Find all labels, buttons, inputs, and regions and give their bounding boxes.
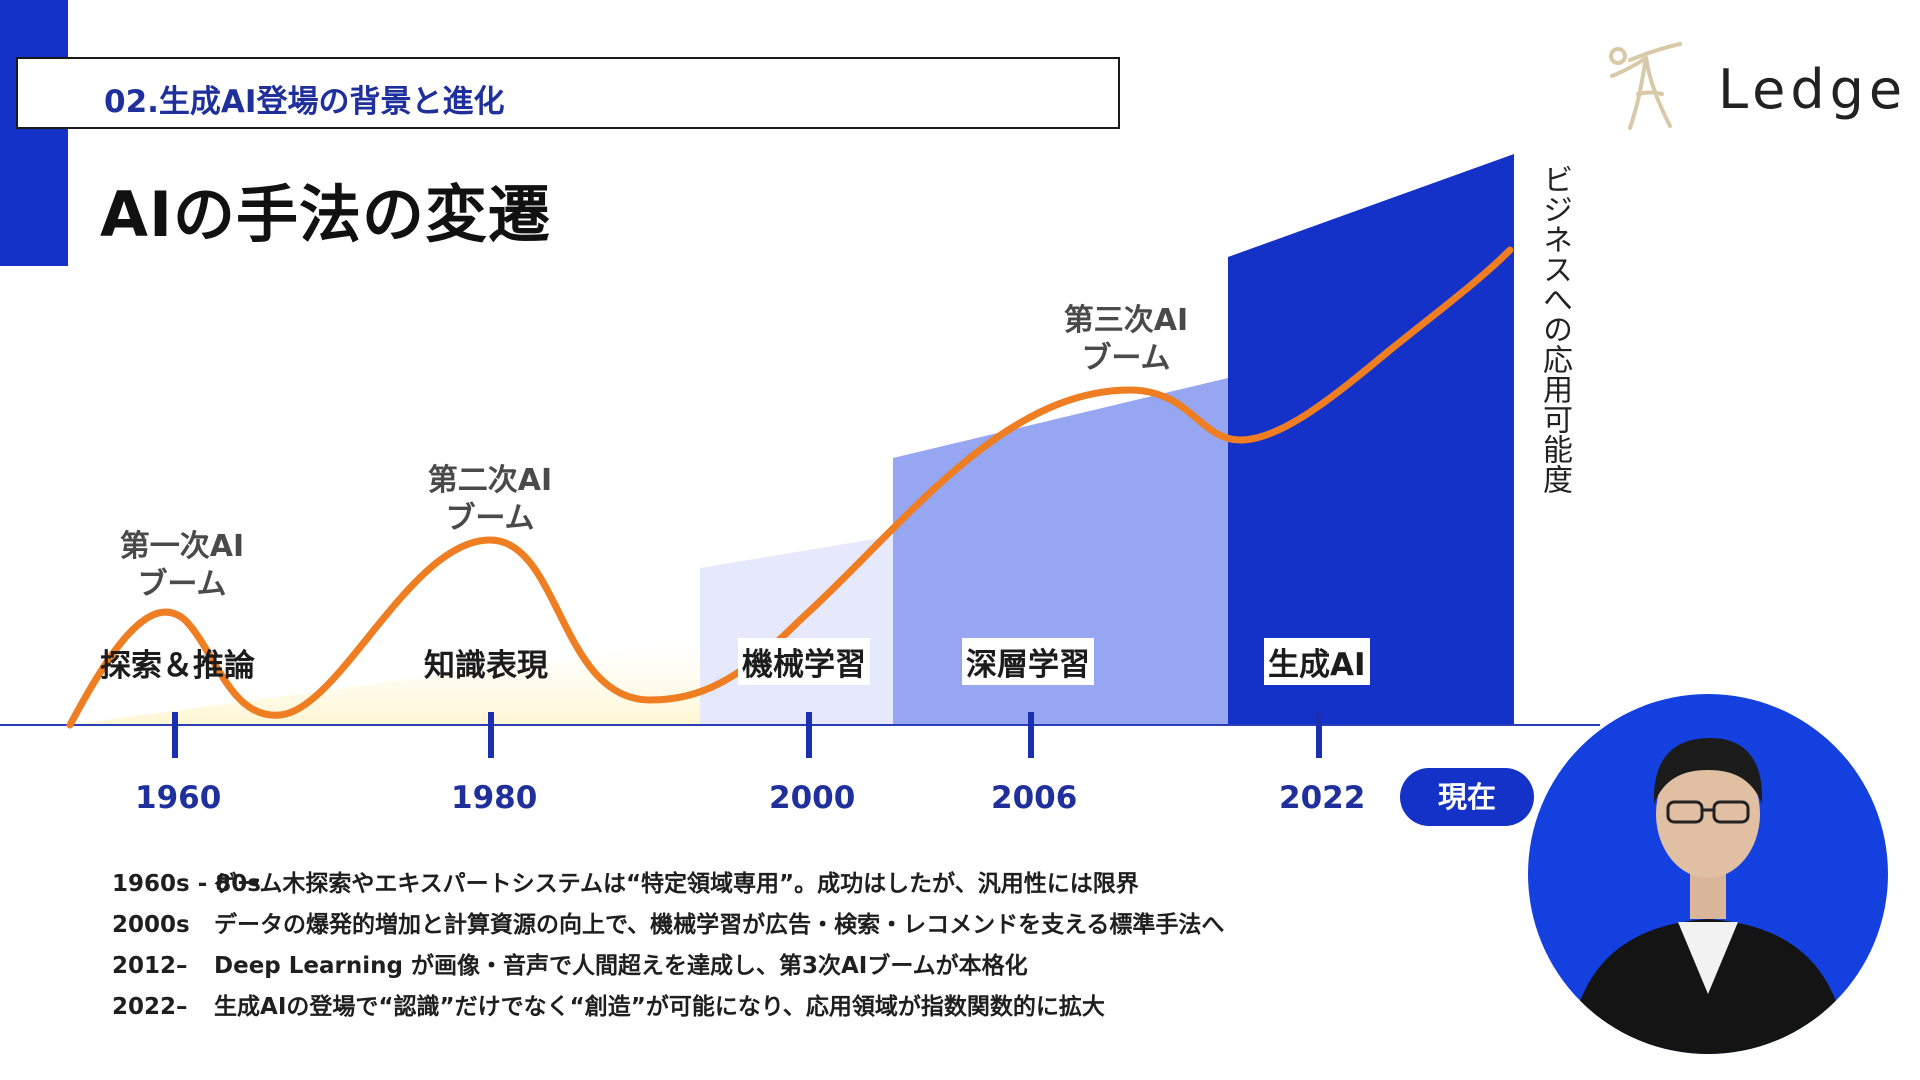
stage-generative-ai	[1228, 154, 1514, 725]
logo-text: Ledge	[1718, 58, 1908, 121]
capability-curve	[66, 246, 1514, 729]
accent-bar	[0, 0, 68, 266]
boom-label-2: 第二次AI ブーム	[427, 463, 553, 536]
section-header-box	[16, 57, 1120, 129]
note-year: 1960s - 80s	[112, 871, 261, 897]
presenter-avatar-icon	[1568, 738, 1848, 1054]
note-row: 2022– 生成AIの登場で“認識”だけでなく“創造”が可能になり、応用領域が指…	[112, 987, 1105, 1021]
tick-2000	[806, 712, 812, 758]
note-text: データの爆発的増加と計算資源の向上で、機械学習が広告・検索・レコメンドを支える標…	[214, 912, 1225, 938]
boom-label-1: 第一次AI ブーム	[119, 529, 245, 602]
note-row: 2012– Deep Learning が画像・音声で人間超えを達成し、第3次A…	[112, 946, 1028, 980]
tick-2006	[1028, 712, 1034, 758]
note-row: 1960s - 80s ゲーム木探索やエキスパートシステムは“特定領域専用”。成…	[112, 864, 1139, 898]
note-text: 生成AIの登場で“認識”だけでなく“創造”が可能になり、応用領域が指数関数的に拡…	[214, 994, 1105, 1020]
note-text: ゲーム木探索やエキスパートシステムは“特定領域専用”。成功はしたが、汎用性には限…	[214, 871, 1139, 897]
section-label: 02.生成AI登場の背景と進化	[104, 84, 505, 120]
year-label-2000: 2000	[769, 780, 856, 816]
note-year: 2000s	[112, 912, 190, 938]
note-text: Deep Learning が画像・音声で人間超えを達成し、第3次AIブームが本…	[214, 953, 1028, 979]
note-row: 2000s データの爆発的増加と計算資源の向上で、機械学習が広告・検索・レコメン…	[112, 905, 1224, 939]
method-label-deep-learning: 深層学習	[962, 638, 1094, 685]
tick-1960	[172, 712, 178, 758]
boom-label-3: 第三次AI ブーム	[1063, 303, 1189, 376]
year-label-1960: 1960	[135, 780, 222, 816]
year-label-2006: 2006	[991, 780, 1078, 816]
now-badge: 現在	[1400, 768, 1534, 826]
presenter-video	[1528, 694, 1888, 1054]
method-label-knowledge: 知識表現	[424, 648, 548, 684]
glow-area	[70, 640, 700, 725]
method-label-generative-ai: 生成AI	[1264, 638, 1370, 685]
page-title: AIの手法の変遷	[100, 178, 552, 251]
tick-1980	[488, 712, 494, 758]
tick-2022	[1316, 712, 1322, 758]
year-label-1980: 1980	[451, 780, 538, 816]
note-year: 2012–	[112, 953, 188, 979]
figure-logo-icon	[1609, 42, 1682, 130]
vertical-axis-label: ビジネスへの応用可能度	[1537, 164, 1572, 494]
method-label-machine-learning: 機械学習	[738, 638, 870, 685]
stage-machine-learning	[700, 536, 893, 725]
method-label-search-inference: 探索＆推論	[100, 648, 255, 684]
note-year: 2022–	[112, 994, 188, 1020]
year-label-2022: 2022	[1279, 780, 1366, 816]
